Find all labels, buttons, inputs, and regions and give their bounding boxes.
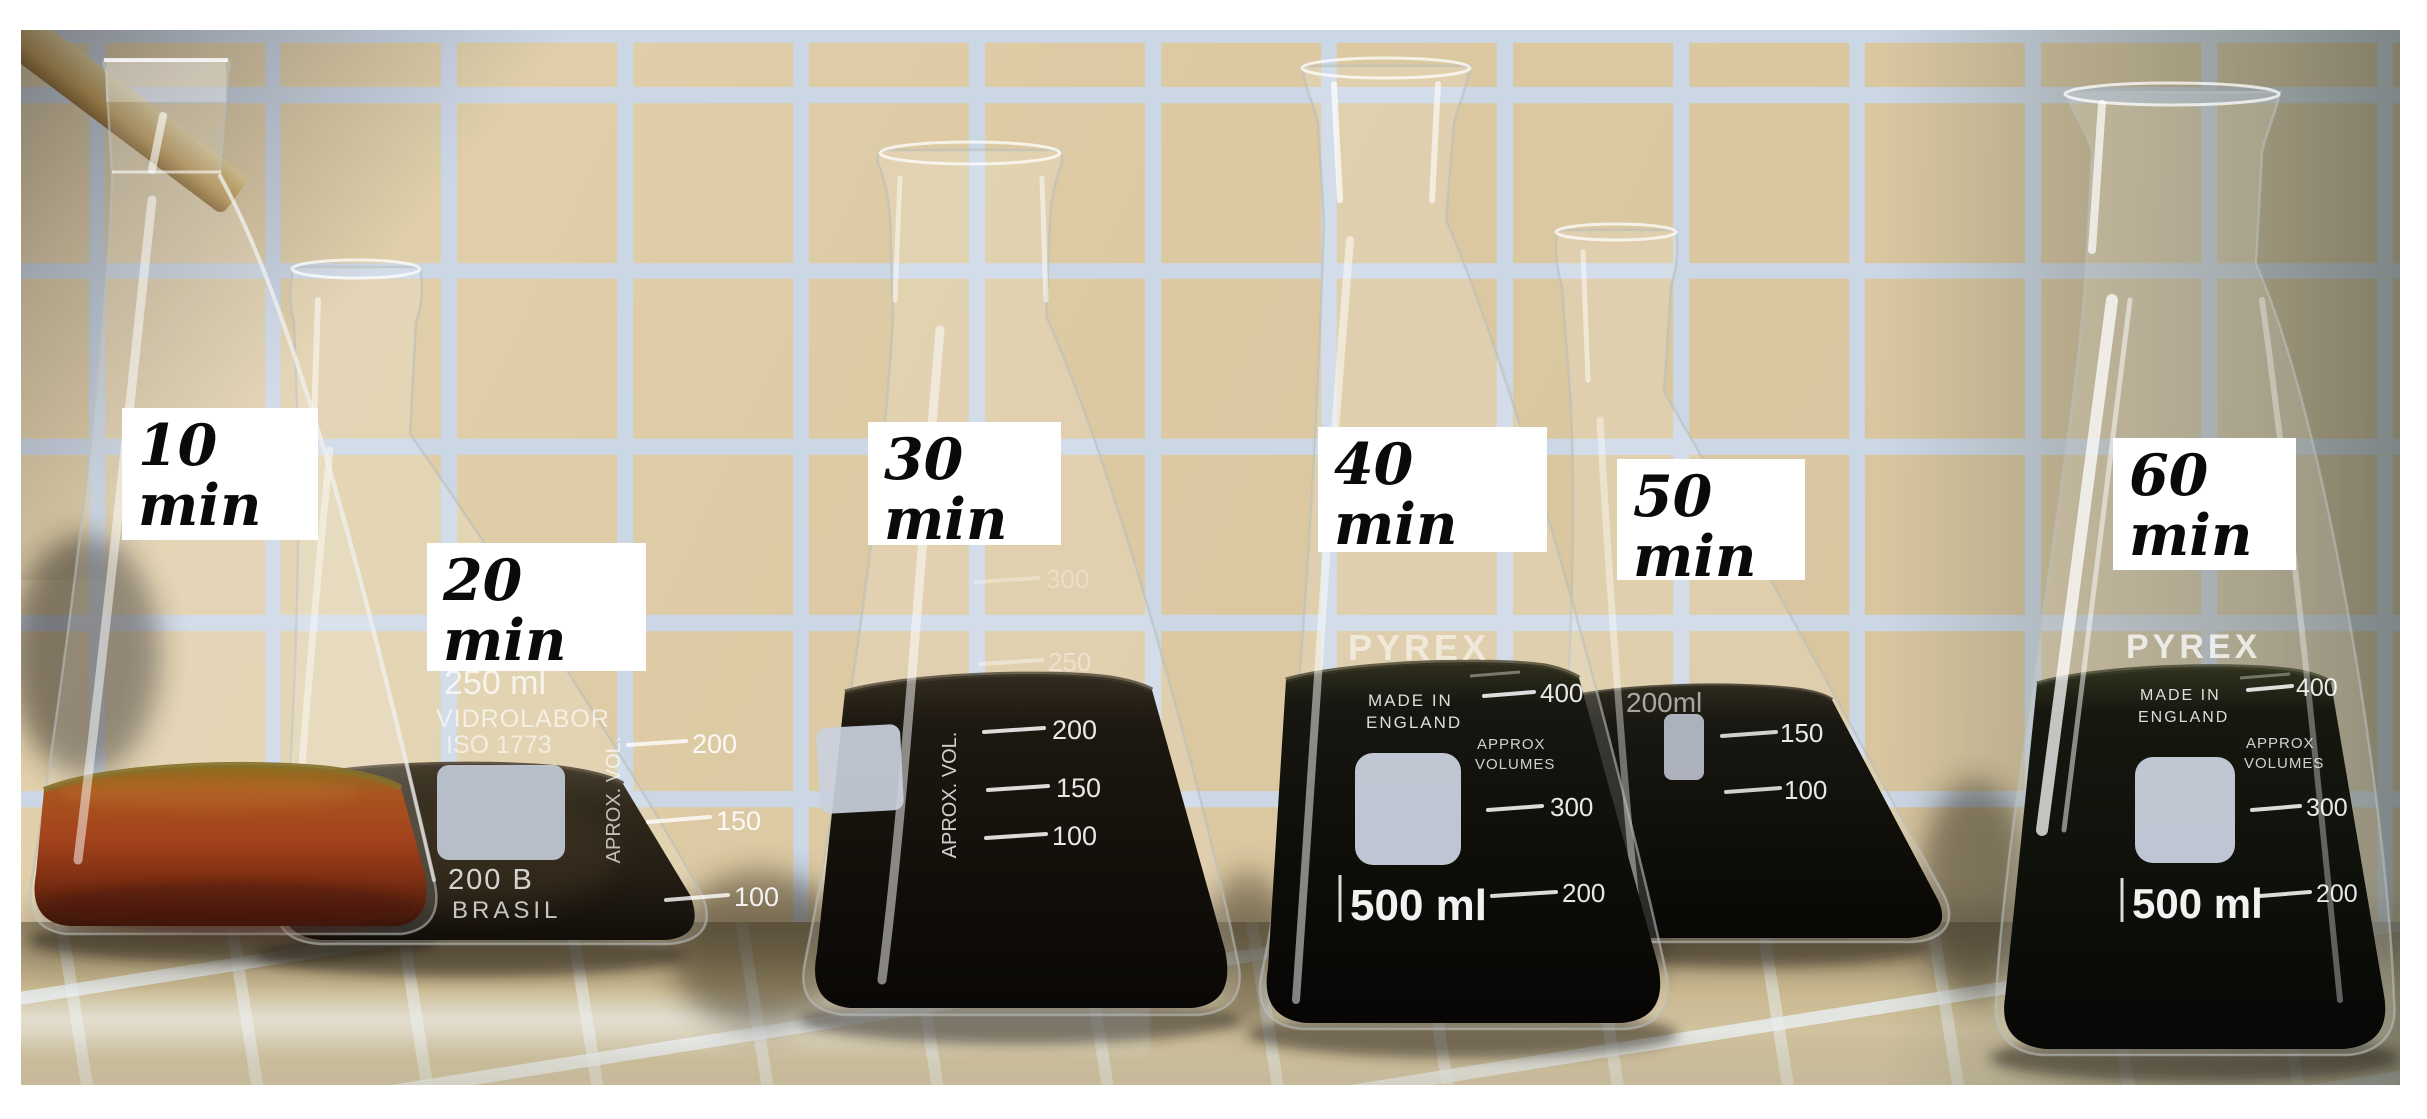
flask-40min-markings: PYREX MADE IN ENGLAND APPROX VOLUMES 500… <box>1338 627 1605 930</box>
blank-label-sticker <box>1664 714 1704 780</box>
flask-30min: APROX. VOL. 300 250 200 150 100 <box>802 140 1241 1017</box>
graduation: 300 <box>2306 794 2348 822</box>
approx-marking-1: APPROX <box>2246 735 2315 752</box>
glass-highlight <box>2259 297 2343 1003</box>
volume-marking: 500 ml <box>2132 880 2263 927</box>
flask-60min-mouth <box>2063 81 2281 107</box>
approx-marking-2: VOLUMES <box>1475 756 1555 773</box>
graduation: 400 <box>1540 678 1583 708</box>
made-in-marking-2: ENGLAND <box>1366 713 1462 732</box>
made-in-marking-1: MADE IN <box>2140 687 2221 704</box>
approx-marking-2: VOLUMES <box>2244 755 2324 772</box>
flask-10min-joint-collar <box>106 60 226 102</box>
time-label-text: 60 min <box>2129 442 2253 569</box>
graduation: 300 <box>1046 564 1089 594</box>
glass-highlight <box>1580 249 1591 383</box>
graduation: 100 <box>1052 821 1097 851</box>
standard-marking: ISO 1773 <box>446 731 552 759</box>
volume-marking: 200ml <box>1626 687 1702 718</box>
glass-highlight <box>1292 236 1354 1004</box>
flask-30min-liquid <box>815 674 1228 1008</box>
made-in-marking-2: ENGLAND <box>2138 709 2229 726</box>
brand-marking: PYREX <box>1348 627 1490 668</box>
flask-30min-markings: APROX. VOL. 300 250 200 150 100 <box>939 564 1101 858</box>
approx-marking-1: APPROX <box>1477 736 1546 753</box>
graduation: 100 <box>1784 775 1827 805</box>
flask-30min-liquid-surface <box>844 671 1154 695</box>
volume-marking: 500 ml <box>1350 881 1487 930</box>
photo-scene: 250 ml VIDROLABOR ISO 1773 200 B BRASIL … <box>21 30 2400 1085</box>
flask-50min-markings: 200ml 150 100 <box>1626 687 1827 805</box>
glass-highlight <box>1331 81 1343 203</box>
flask-10min-liquid-surface <box>42 761 403 793</box>
time-label-10min: 10 min <box>122 408 318 540</box>
flask-10min-liquid-depth <box>45 882 415 934</box>
time-label-40min: 40 min <box>1318 427 1547 554</box>
glass-highlight <box>2061 297 2133 833</box>
flask-40min-mouth <box>1300 56 1472 80</box>
glass-highlight <box>148 112 167 174</box>
glass-highlight <box>73 195 157 865</box>
graduation: 150 <box>1780 718 1823 748</box>
made-in-marking-1: MADE IN <box>1368 691 1453 710</box>
batch-marking: 200 B <box>448 864 534 896</box>
glass-edge-highlight <box>218 174 436 882</box>
time-label-50min: 50 min <box>1617 459 1805 586</box>
graduation: 150 <box>716 806 761 836</box>
flask-50min-mouth <box>1554 222 1678 242</box>
flask-50min-liquid-surface <box>1557 683 1834 702</box>
graduation: 300 <box>1550 792 1593 822</box>
scale-label-marking: APROX. VOL. <box>603 737 625 864</box>
flask-60min-liquid-surface <box>2036 664 2333 687</box>
graduation: 250 <box>1048 647 1091 677</box>
glass-highlight <box>311 297 321 423</box>
brand-marking: PYREX <box>2126 628 2261 666</box>
blank-label-sticker <box>437 765 565 860</box>
glass-highlight <box>1039 175 1049 303</box>
blank-label-sticker <box>2135 757 2235 863</box>
flask-30min-mouth <box>878 140 1062 166</box>
brand-marking: VIDROLABOR <box>436 705 610 733</box>
graduation: 200 <box>2316 880 2358 908</box>
time-label-20min: 20 min <box>427 543 646 671</box>
glass-highlight <box>1429 81 1441 203</box>
flask-40min-liquid-surface <box>1285 659 1581 683</box>
glass-highlight <box>892 175 903 303</box>
flask-50min-liquid <box>1552 685 1943 938</box>
glass-highlight <box>2036 294 2118 836</box>
origin-marking: BRASIL <box>452 897 561 924</box>
photo-frame: 250 ml VIDROLABOR ISO 1773 200 B BRASIL … <box>21 30 2400 1085</box>
liquid-surface-glint <box>2239 672 2291 680</box>
time-label-text: 50 min <box>1633 463 1757 590</box>
flask-60min-markings: PYREX MADE IN ENGLAND APPROX VOLUMES 500… <box>2120 628 2358 927</box>
flask-20min-mouth <box>290 258 422 280</box>
time-label-60min: 60 min <box>2113 438 2296 570</box>
time-label-text: 30 min <box>884 426 1008 553</box>
scale-label-marking: APROX. VOL. <box>939 732 961 859</box>
flask-40min-liquid <box>1266 662 1661 1023</box>
time-label-text: 40 min <box>1334 431 1458 558</box>
time-label-30min: 30 min <box>868 422 1061 549</box>
flasks-illustration: 250 ml VIDROLABOR ISO 1773 200 B BRASIL … <box>21 56 2400 1082</box>
flask-60min: PYREX MADE IN ENGLAND APPROX VOLUMES 500… <box>1994 81 2396 1057</box>
flask-10min-liquid-sheen <box>60 776 360 808</box>
graduation: 100 <box>734 882 779 912</box>
graduation: 150 <box>1056 773 1101 803</box>
blank-label-sticker <box>816 724 904 814</box>
flask-20min-markings: 250 ml VIDROLABOR ISO 1773 200 B BRASIL … <box>436 664 779 924</box>
graduation: 200 <box>1562 878 1605 908</box>
graduation: 200 <box>692 729 737 759</box>
graduation: 200 <box>1052 715 1097 745</box>
liquid-surface-glint <box>1469 670 1521 678</box>
glass-highlight <box>2088 100 2106 254</box>
glass-highlight <box>1596 416 1642 924</box>
blank-label-sticker <box>1355 753 1461 865</box>
flask-50min: 200ml 150 100 <box>1542 222 1951 944</box>
time-label-text: 10 min <box>138 412 262 539</box>
time-label-text: 20 min <box>443 547 567 674</box>
graduation: 400 <box>2296 674 2338 702</box>
